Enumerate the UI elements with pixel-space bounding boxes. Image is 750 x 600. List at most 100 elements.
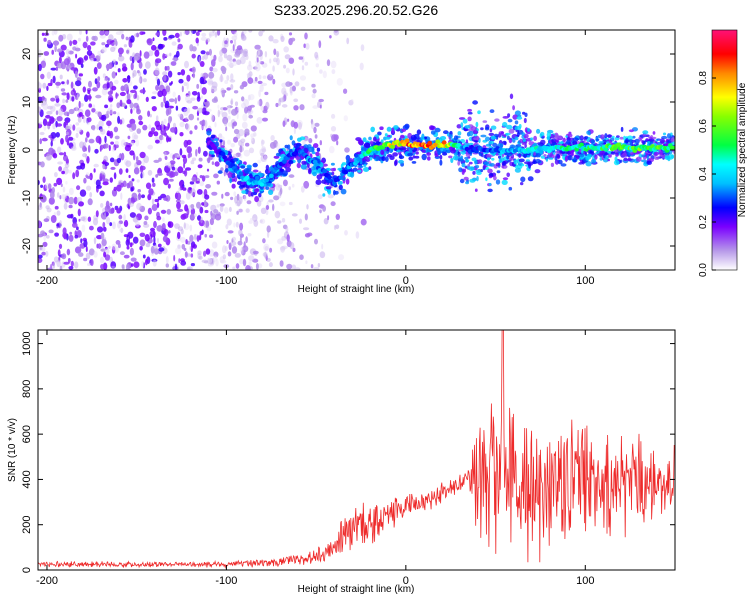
spectrogram-noise-cell <box>219 204 224 213</box>
spectrogram-noise-cell <box>172 122 177 129</box>
spectrogram-noise-cell <box>47 267 53 270</box>
spectrogram-noise-cell <box>123 44 127 48</box>
spectrogram-noise-cell <box>239 154 243 159</box>
spectrogram-ridge-cell <box>268 189 274 195</box>
spectrogram-ridge-cell <box>273 155 280 159</box>
snr-xtick-label: -200 <box>36 575 58 587</box>
spectrogram-noise-cell <box>40 184 44 188</box>
spectrogram-spread-cell <box>613 160 620 166</box>
spectrogram-noise-cell <box>112 59 117 64</box>
spectrogram-noise-cell <box>153 159 160 163</box>
spectrogram-noise-cell <box>323 218 329 225</box>
spectrogram-noise-cell <box>208 71 215 79</box>
spectrogram-spread-cell <box>468 142 474 146</box>
spectrogram-noise-cell <box>265 101 270 110</box>
spectrogram-ridge-core <box>244 175 250 180</box>
spectrogram-noise-cell <box>72 217 77 225</box>
spectrogram-spread-cell <box>465 139 469 144</box>
spectrogram-ridge-cell <box>398 159 404 164</box>
spectrogram-noise-cell <box>335 213 340 220</box>
spectrogram-spread-cell <box>616 135 620 138</box>
spectrogram-ridge-cell <box>337 167 343 171</box>
spectrogram-noise-cell <box>47 39 52 45</box>
spectrogram-noise-cell <box>206 108 212 113</box>
spectrogram-noise-cell <box>126 123 133 128</box>
spectrogram-xtick-label: -200 <box>36 275 58 287</box>
spectrogram-noise-cell <box>360 44 365 52</box>
spectrogram-noise-cell <box>131 263 134 267</box>
spectrogram-noise-cell <box>171 166 176 171</box>
spectrogram-noise-cell <box>201 107 207 115</box>
spectrogram-spread-cell <box>614 156 618 162</box>
spectrogram-ridge-cell <box>311 166 316 171</box>
spectrogram-noise-cell <box>62 227 67 235</box>
spectrogram-noise-cell <box>50 67 57 71</box>
spectrogram-noise-cell <box>147 144 153 150</box>
spectrogram-noise-cell <box>48 147 54 156</box>
spectrogram-noise-cell <box>206 37 211 43</box>
spectrogram-noise-cell <box>38 205 43 211</box>
spectrogram-noise-cell <box>330 126 337 132</box>
spectrogram-spread-cell <box>534 169 541 174</box>
spectrogram-noise-cell <box>77 116 82 123</box>
spectrogram-noise-cell <box>120 139 126 147</box>
spectrogram-noise-cell <box>137 70 140 74</box>
spectrogram-ridge-cell <box>434 127 441 133</box>
snr-ytick-label: 400 <box>21 470 33 488</box>
spectrogram-noise-cell <box>86 95 92 100</box>
spectrogram-ridge-cell <box>345 154 351 161</box>
spectrogram-noise-cell <box>174 97 178 104</box>
spectrogram-spread-cell <box>521 132 525 136</box>
spectrogram-noise-cell <box>286 263 293 270</box>
spectrogram-spread-cell <box>615 152 619 157</box>
spectrogram-noise-cell <box>269 73 272 77</box>
spectrogram-noise-cell <box>75 127 82 133</box>
spectrogram-noise-cell <box>40 60 46 69</box>
spectrogram-ridge-cell <box>252 162 258 168</box>
spectrogram-noise-cell <box>164 53 170 57</box>
spectrogram-spread-cell <box>603 154 606 159</box>
spectrogram-noise-cell <box>55 66 59 71</box>
spectrogram-spread-cell <box>464 156 469 160</box>
spectrogram-marks <box>38 30 675 270</box>
spectrogram-noise-cell <box>125 263 130 270</box>
spectrogram-noise-cell <box>115 31 122 35</box>
spectrogram-noise-cell <box>259 218 266 224</box>
spectrogram-noise-cell <box>107 107 113 115</box>
spectrogram-noise-cell <box>201 202 205 206</box>
spectrogram-noise-cell <box>184 251 188 258</box>
spectrogram-noise-cell <box>189 44 194 52</box>
spectrogram-noise-cell <box>73 196 78 205</box>
spectrogram-spread-cell <box>512 105 515 111</box>
spectrogram-ridge-cell <box>288 160 294 165</box>
spectrogram-noise-cell <box>288 32 293 36</box>
spectrogram-noise-cell <box>314 238 318 245</box>
spectrogram-noise-cell <box>303 180 310 189</box>
spectrogram-ridge-cell <box>439 136 447 141</box>
spectrogram-ridge-cell <box>401 128 407 132</box>
spectrogram-noise-cell <box>222 67 227 72</box>
spectrogram-ridge-cell <box>254 175 260 180</box>
spectrogram-ytick-label: 10 <box>21 96 33 108</box>
spectrogram-noise-cell <box>219 75 224 83</box>
spectrogram-noise-cell <box>360 218 367 226</box>
spectrogram-noise-cell <box>250 136 254 142</box>
spectrogram-noise-cell <box>225 126 228 132</box>
spectrogram-noise-cell <box>164 132 168 137</box>
spectrogram-noise-cell <box>154 198 160 203</box>
spectrogram-noise-cell <box>232 61 237 67</box>
spectrogram-noise-cell <box>63 121 67 128</box>
spectrogram-noise-cell <box>270 135 275 141</box>
spectrogram-noise-cell <box>128 174 131 179</box>
spectrogram-noise-cell <box>74 70 78 78</box>
spectrogram-noise-cell <box>97 243 102 250</box>
spectrogram-spread-cell <box>523 152 527 159</box>
spectrogram-spread-cell <box>464 125 471 129</box>
spectrogram-spread-cell <box>641 140 644 144</box>
spectrogram-noise-cell <box>204 100 210 108</box>
spectrogram-noise-cell <box>103 143 109 149</box>
spectrogram-ridge-cell <box>227 172 233 179</box>
spectrogram-ridge-cell <box>424 136 428 140</box>
spectrogram-noise-cell <box>46 71 51 80</box>
spectrogram-noise-cell <box>139 239 146 247</box>
